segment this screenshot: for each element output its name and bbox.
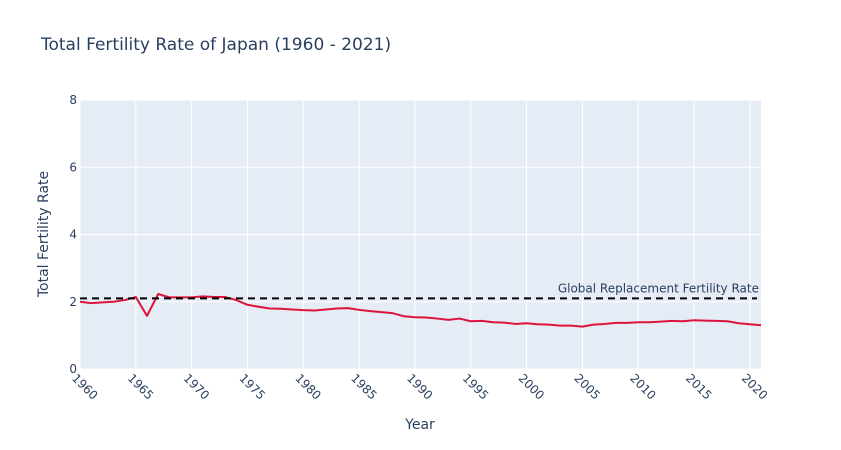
series-line: [79, 293, 762, 328]
replacement-rate-label: Global Replacement Fertility Rate: [558, 281, 759, 295]
x-tick-label: 2020: [739, 371, 770, 402]
x-axis-ticks: 1960 1965 1970 1975 1980 1985 1990 1995 2000 2005…: [69, 371, 770, 402]
y-tick-label: 6: [69, 160, 77, 174]
x-axis-title: Year: [404, 417, 435, 433]
x-tick-label: 2005: [571, 371, 602, 402]
x-tick-label: 2000: [516, 371, 547, 402]
y-tick-label: 4: [69, 228, 77, 242]
x-tick-label: 1990: [404, 371, 435, 402]
x-tick-label: 1970: [181, 371, 212, 402]
gridlines: [79, 99, 761, 370]
reference-layer: Global Replacement Fertility Rate: [80, 281, 759, 300]
x-tick-label: 1980: [292, 371, 323, 402]
y-axis-title: Total Fertility Rate: [36, 171, 52, 298]
series-layer: [79, 293, 762, 328]
y-axis-ticks: 0 2 4 6 8: [69, 93, 77, 376]
x-tick-label: 2015: [683, 371, 714, 402]
chart-title: Total Fertility Rate of Japan (1960 - 20…: [40, 35, 391, 55]
x-tick-label: 1975: [237, 371, 268, 402]
x-tick-label: 1965: [125, 371, 156, 402]
x-tick-label: 1960: [69, 371, 100, 402]
y-tick-label: 8: [69, 93, 77, 107]
x-tick-label: 2010: [627, 371, 658, 402]
x-tick-label: 1985: [348, 371, 379, 402]
y-tick-label: 0: [69, 362, 77, 376]
x-tick-label: 1995: [460, 371, 491, 402]
y-tick-label: 2: [69, 295, 77, 309]
